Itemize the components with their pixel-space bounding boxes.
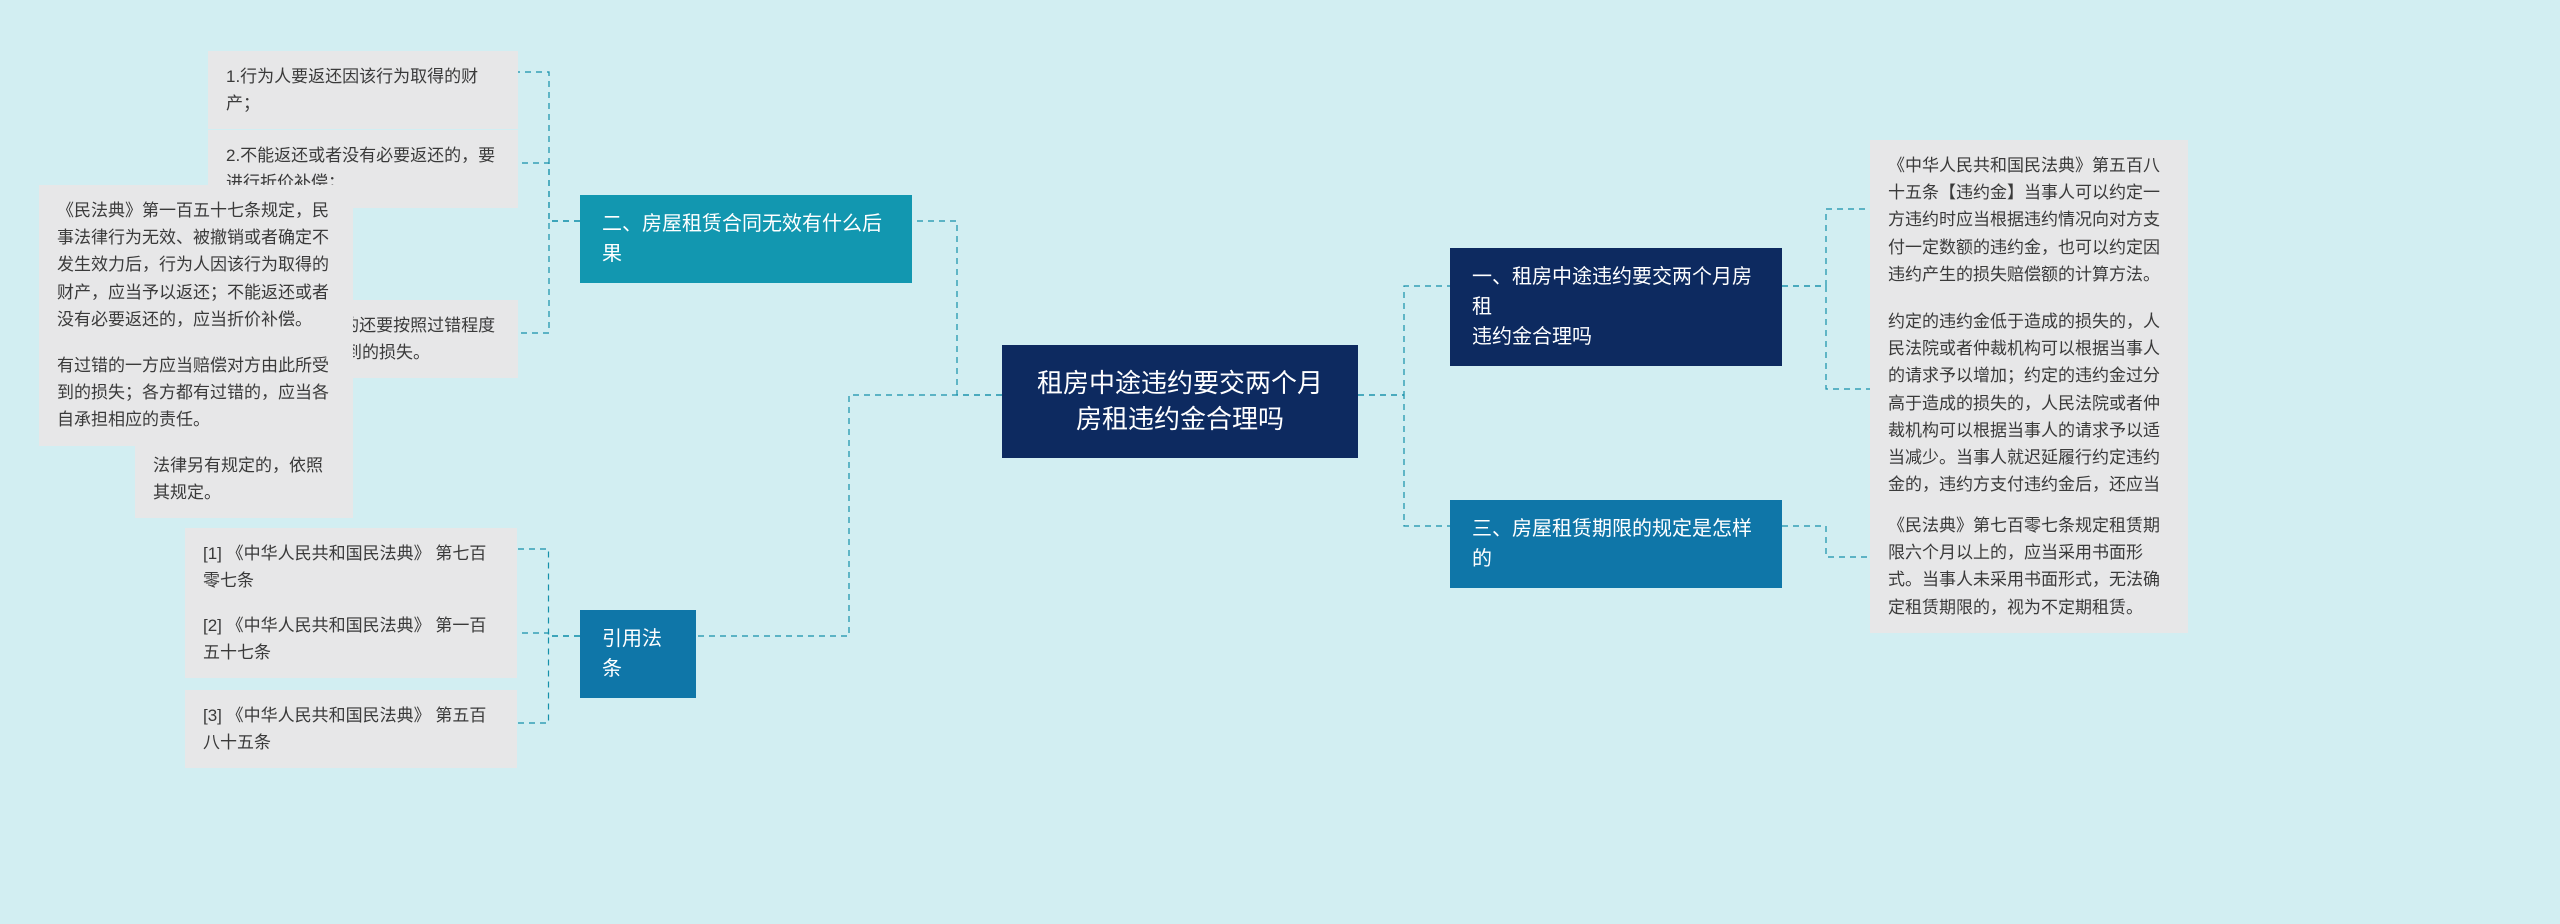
root-node: 租房中途违约要交两个月房租违约金合理吗	[1002, 345, 1358, 458]
branch-b1: 一、租房中途违约要交两个月房租违约金合理吗	[1450, 248, 1782, 366]
leaf-b4l2: [2] 《中华人民共和国民法典》 第一百五十七条	[185, 600, 517, 678]
branch-b2: 二、房屋租赁合同无效有什么后果	[580, 195, 912, 283]
leaf-b2l3c: 法律另有规定的，依照其规定。	[135, 440, 353, 518]
leaf-b4l3: [3] 《中华人民共和国民法典》 第五百八十五条	[185, 690, 517, 768]
leaf-b1l1: 《中华人民共和国民法典》第五百八十五条【违约金】当事人可以约定一方违约时应当根据…	[1870, 140, 2188, 300]
leaf-b4l1: [1] 《中华人民共和国民法典》 第七百零七条	[185, 528, 517, 606]
leaf-b2l3b: 有过错的一方应当赔偿对方由此所受到的损失；各方都有过错的，应当各自承担相应的责任…	[39, 340, 353, 446]
branch-b3: 三、房屋租赁期限的规定是怎样的	[1450, 500, 1782, 588]
leaf-b3l1: 《民法典》第七百零七条规定租赁期限六个月以上的，应当采用书面形式。当事人未采用书…	[1870, 500, 2188, 633]
branch-b4: 引用法条	[580, 610, 696, 698]
leaf-b2l1: 1.行为人要返还因该行为取得的财产；	[208, 51, 518, 129]
leaf-b2l3a: 《民法典》第一百五十七条规定，民事法律行为无效、被撤销或者确定不发生效力后，行为…	[39, 185, 353, 345]
